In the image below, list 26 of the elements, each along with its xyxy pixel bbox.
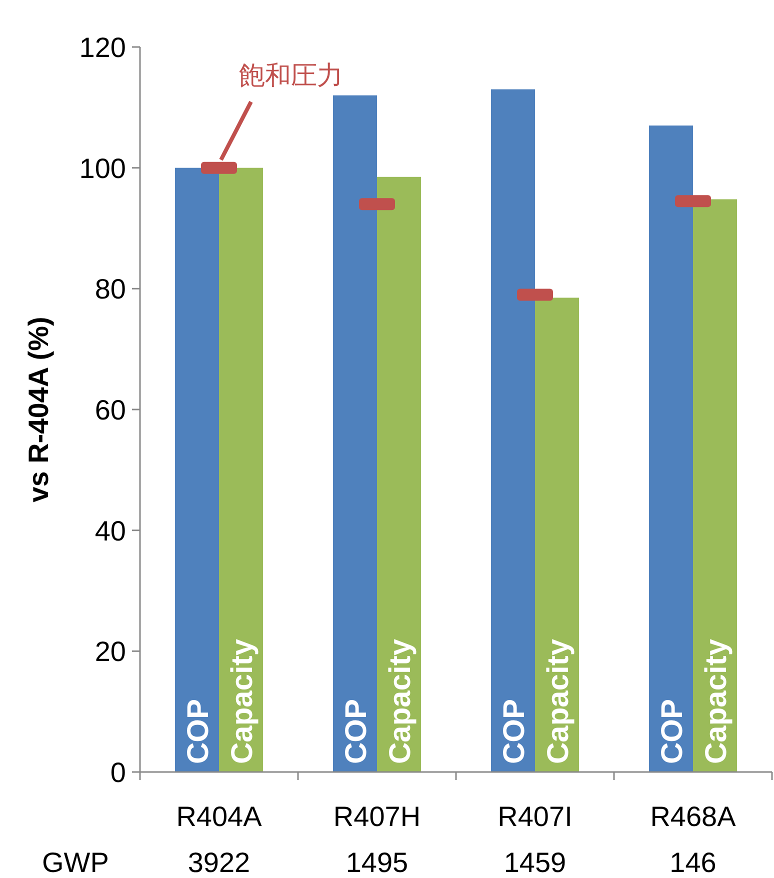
y-tick-label: 40 bbox=[94, 515, 126, 546]
y-tick-label: 60 bbox=[94, 394, 126, 426]
x-tick-label: R407H bbox=[333, 801, 421, 832]
text: COP bbox=[656, 698, 689, 764]
text: 飽和圧力 bbox=[239, 60, 343, 90]
text: Capacity bbox=[384, 638, 417, 764]
series-label: Capacity bbox=[226, 638, 259, 764]
text: 1459 bbox=[504, 847, 566, 878]
series-label: COP bbox=[182, 698, 215, 764]
text: COP bbox=[498, 698, 531, 764]
x-tick-label: R404A bbox=[176, 801, 262, 832]
y-axis-title: vs R-404A (%) bbox=[23, 316, 54, 502]
y-tick-label: 20 bbox=[94, 636, 126, 668]
y-tick-label: 120 bbox=[79, 32, 126, 63]
text: Capacity bbox=[700, 638, 733, 764]
text: Capacity bbox=[542, 638, 575, 764]
text: 3922 bbox=[188, 847, 250, 878]
text: 146 bbox=[670, 847, 716, 878]
y-tick-label: 100 bbox=[79, 152, 126, 184]
text: COP bbox=[340, 698, 373, 764]
text: 1495 bbox=[346, 847, 408, 878]
x-tick-label: R468A bbox=[650, 801, 736, 832]
y-tick-label: 0 bbox=[110, 757, 126, 788]
text: GWP bbox=[42, 847, 109, 878]
y-tick-label: 80 bbox=[94, 274, 126, 305]
x-tick-label: R407I bbox=[498, 801, 572, 832]
